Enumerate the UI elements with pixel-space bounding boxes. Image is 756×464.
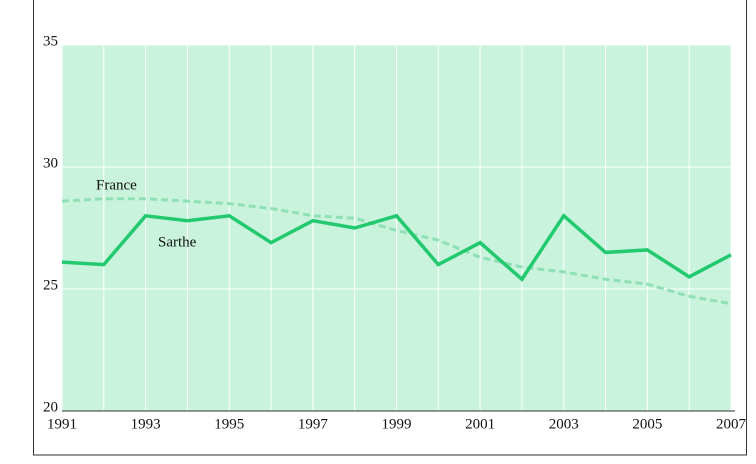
x-tick-label: 1999 bbox=[382, 416, 412, 432]
x-tick-label: 1991 bbox=[47, 416, 77, 432]
y-tick-label: 20 bbox=[43, 399, 58, 415]
x-tick-label: 2003 bbox=[549, 416, 579, 432]
frame bbox=[33, 0, 747, 456]
x-tick-label: 2007 bbox=[716, 416, 747, 432]
series-label: Sarthe bbox=[158, 234, 197, 250]
series-label: France bbox=[96, 177, 137, 193]
y-tick-label: 25 bbox=[43, 277, 58, 293]
x-tick-label: 2005 bbox=[632, 416, 662, 432]
x-tick-label: 1997 bbox=[298, 416, 329, 432]
line-series bbox=[61, 213, 732, 282]
x-tick-label: 1993 bbox=[131, 416, 161, 432]
y-tick-label: 30 bbox=[43, 155, 58, 171]
x-tick-label: 1995 bbox=[214, 416, 244, 432]
line-series bbox=[61, 197, 732, 306]
x-tick-label: 2001 bbox=[465, 416, 495, 432]
y-tick-label: 35 bbox=[43, 33, 58, 49]
